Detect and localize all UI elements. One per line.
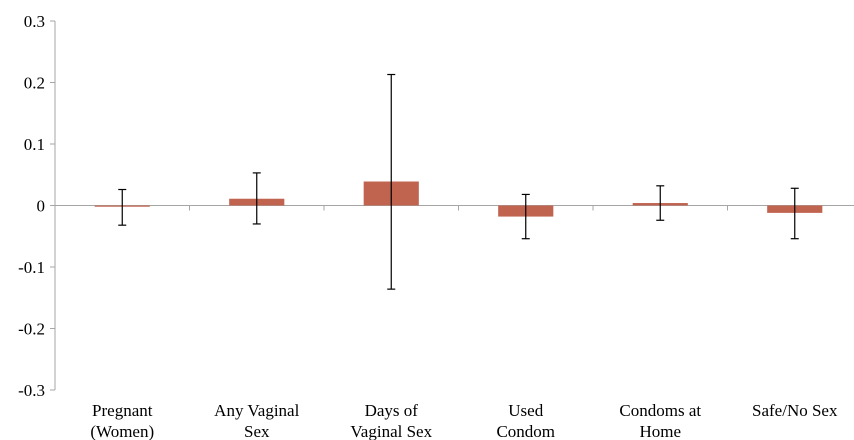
y-tick-label: -0.1	[18, 258, 45, 277]
y-tick-label: 0	[37, 197, 46, 216]
category-label: Pregnant (Women)	[90, 401, 154, 440]
category-label: Any Vaginal Sex	[214, 401, 299, 440]
y-tick-label: -0.3	[18, 381, 45, 400]
y-tick-label: 0.3	[24, 12, 45, 31]
axes	[50, 20, 854, 391]
error-bars	[118, 73, 799, 290]
y-tick-label: -0.2	[18, 320, 45, 339]
category-label: Safe/No Sex	[752, 401, 838, 420]
y-tick-label: 0.1	[24, 135, 45, 154]
category-labels: Pregnant (Women) Any Vaginal Sex Days of Vagi…	[90, 401, 838, 440]
y-tick-labels: -0.3 -0.2 -0.1 0 0.1 0.2 0.3	[18, 12, 45, 400]
category-label: Days of Vaginal Sex	[350, 401, 432, 440]
category-label: Used Condom	[496, 401, 555, 440]
bars	[94, 181, 823, 217]
category-label: Condoms at Home	[619, 401, 701, 440]
y-tick-label: 0.2	[24, 74, 45, 93]
